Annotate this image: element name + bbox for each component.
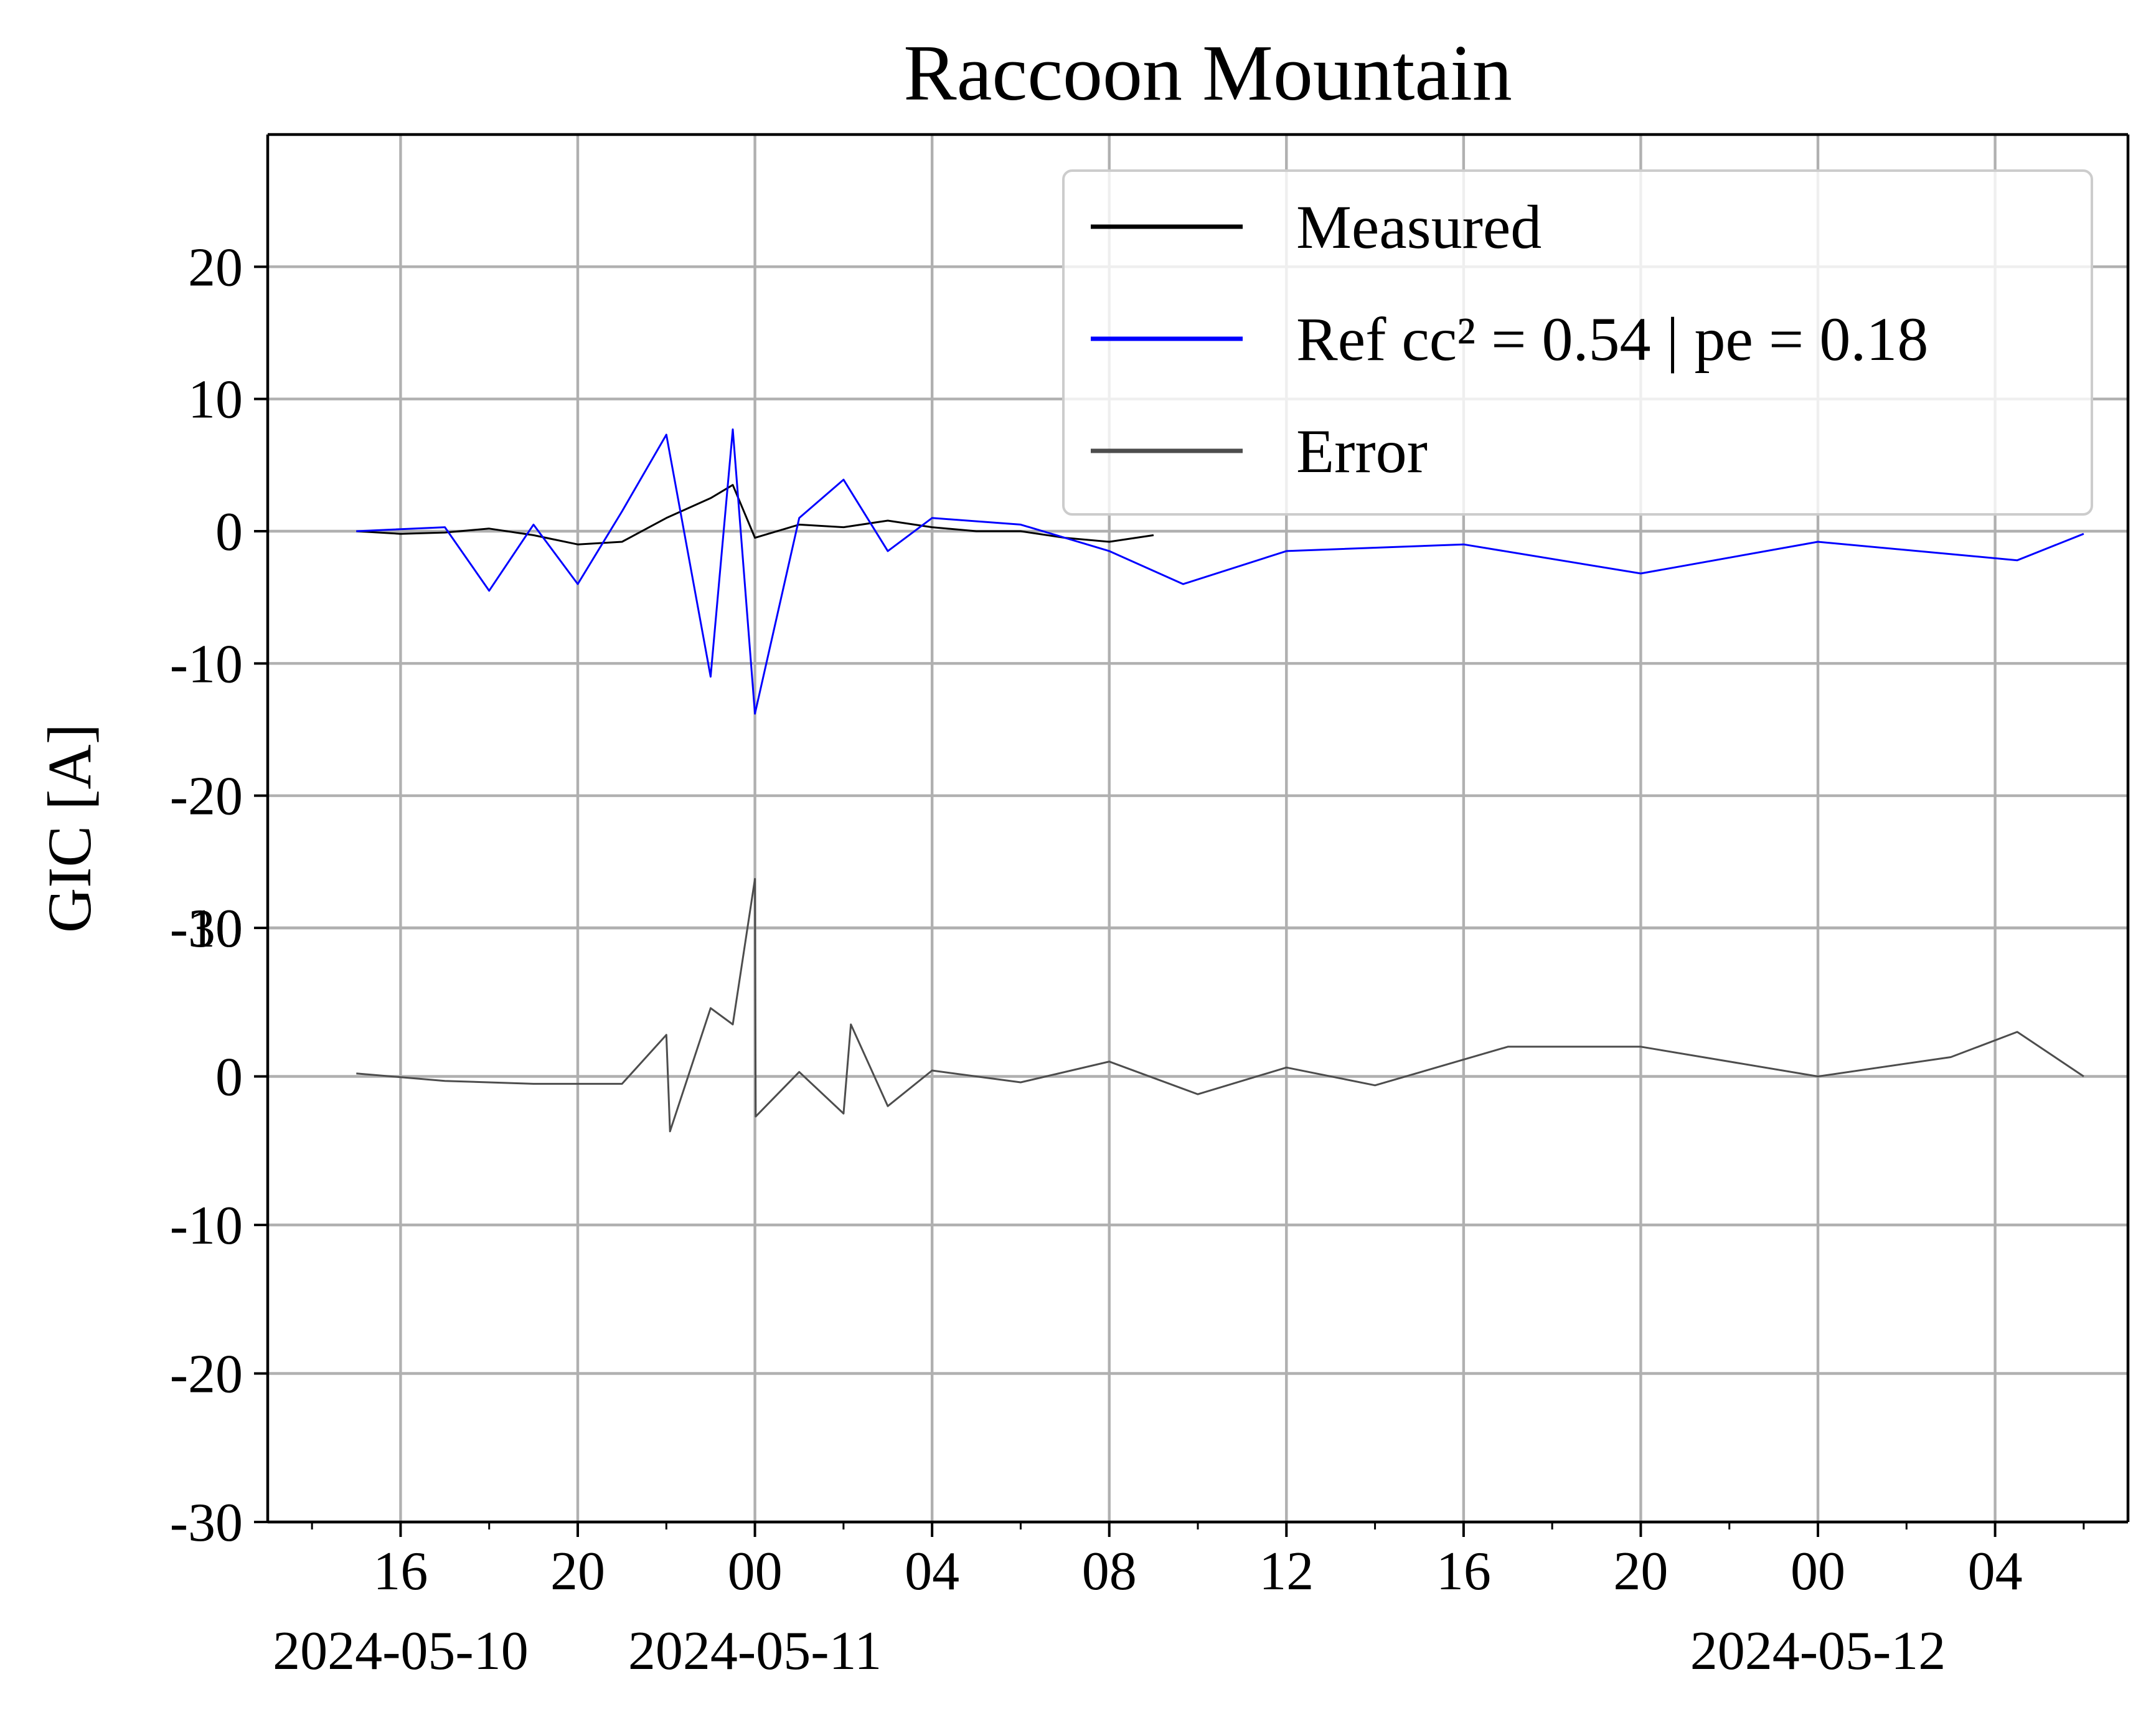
- y-tick-label: 0: [215, 502, 243, 562]
- y-tick-label: -30: [170, 1493, 243, 1553]
- x-date-label: 2024-05-10: [273, 1621, 529, 1681]
- x-tick-label: 00: [1791, 1541, 1845, 1602]
- legend-label: Ref cc² = 0.54 | pe = 0.18: [1296, 305, 1928, 374]
- x-date-label: 2024-05-11: [628, 1621, 882, 1681]
- legend: Measured Ref cc² = 0.54 | pe = 0.18 Error: [1062, 169, 2093, 516]
- x-tick-label: 04: [905, 1541, 959, 1602]
- y-tick-label: 20: [188, 237, 243, 298]
- y-tick-label: -20: [170, 767, 243, 827]
- y-tick-label: -20: [170, 1345, 243, 1405]
- legend-label: Measured: [1296, 192, 1542, 262]
- legend-box: [1062, 169, 2093, 516]
- x-date-label: 2024-05-12: [1690, 1621, 1946, 1681]
- x-tick-label: 12: [1259, 1541, 1314, 1602]
- series-line-ref: [356, 428, 2084, 715]
- y-tick-label: 0: [215, 1047, 243, 1108]
- x-tick-label: 00: [728, 1541, 783, 1602]
- legend-label: Error: [1296, 417, 1428, 486]
- y-tick-label: -30: [170, 899, 243, 959]
- y-tick-label: -10: [170, 1196, 243, 1256]
- x-tick-label: 04: [1968, 1541, 2023, 1602]
- x-tick-label: 20: [1613, 1541, 1668, 1602]
- series-line-measured: [356, 484, 1154, 546]
- y-tick-label: -10: [170, 634, 243, 694]
- x-tick-label: 16: [1436, 1541, 1491, 1602]
- x-tick-label: 08: [1082, 1541, 1137, 1602]
- y-tick-label: 10: [188, 370, 243, 430]
- series-layer: [356, 428, 2084, 1133]
- chart-title: Raccoon Mountain: [903, 29, 1512, 117]
- y-axis-label: GIC [A]: [35, 724, 104, 933]
- x-tick-label: 16: [373, 1541, 428, 1602]
- y-tick-label: 10: [188, 899, 243, 959]
- x-tick-label: 20: [550, 1541, 605, 1602]
- series-line-error: [356, 877, 2084, 1133]
